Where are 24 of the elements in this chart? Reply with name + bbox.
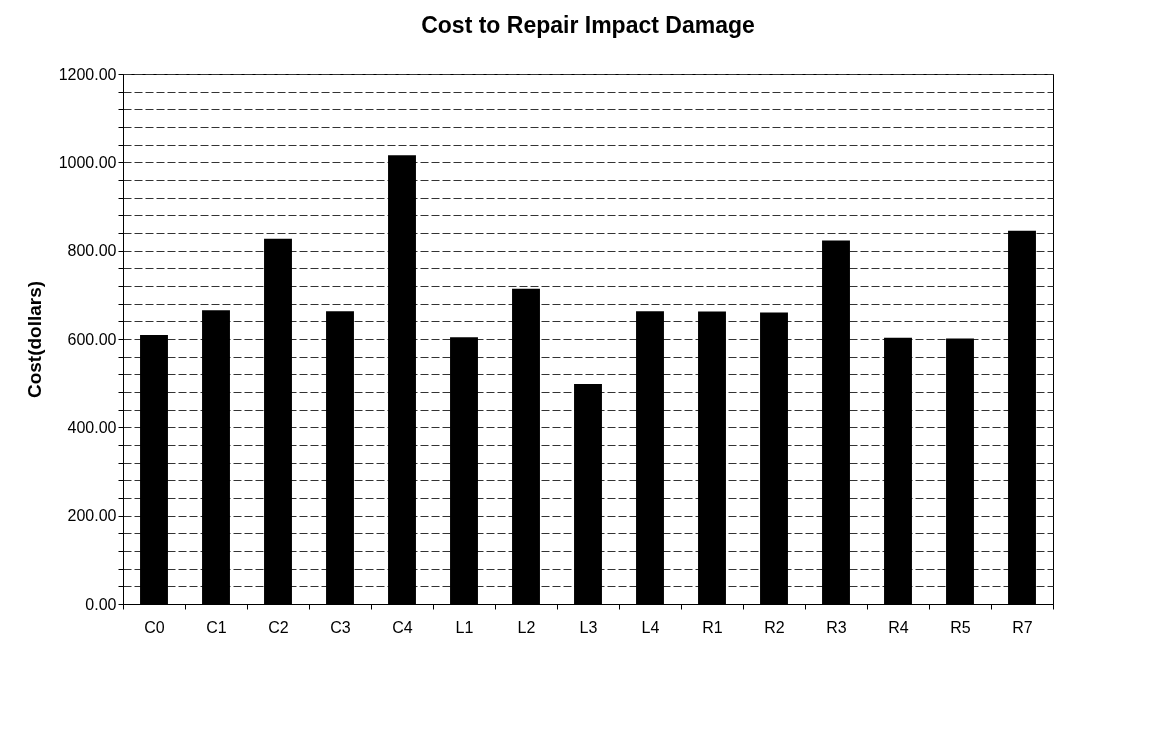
y-tick-label: 200.00	[67, 507, 117, 525]
x-tick-label: C1	[206, 618, 227, 636]
x-tick-label: C0	[144, 618, 165, 636]
x-tick-label: C4	[392, 618, 413, 636]
y-tick-label: 600.00	[67, 330, 117, 348]
y-axis-title: Cost(dollars)	[23, 280, 45, 399]
y-tick-label: 400.00	[67, 418, 117, 436]
y-tick-label: 800.00	[67, 242, 117, 260]
x-tick-label: R4	[888, 618, 909, 636]
x-tick-label: R1	[702, 618, 723, 636]
x-tick-label: L3	[579, 618, 598, 636]
x-tick-label: L1	[455, 618, 474, 636]
x-tick-label: L2	[517, 618, 536, 636]
x-tick-label: R2	[764, 618, 785, 636]
x-tick-label: L4	[641, 618, 660, 636]
x-tick-label: R7	[1012, 618, 1033, 636]
x-tick-label: R3	[826, 618, 847, 636]
y-tick-label: 1200.00	[58, 65, 117, 83]
x-tick-label: R5	[950, 618, 971, 636]
x-tick-label: C3	[330, 618, 351, 636]
chart-title: Cost to Repair Impact Damage	[421, 12, 755, 38]
x-tick-label: C2	[268, 618, 289, 636]
y-tick-label: 1000.00	[58, 153, 117, 171]
y-tick-label: 0.00	[85, 595, 117, 613]
